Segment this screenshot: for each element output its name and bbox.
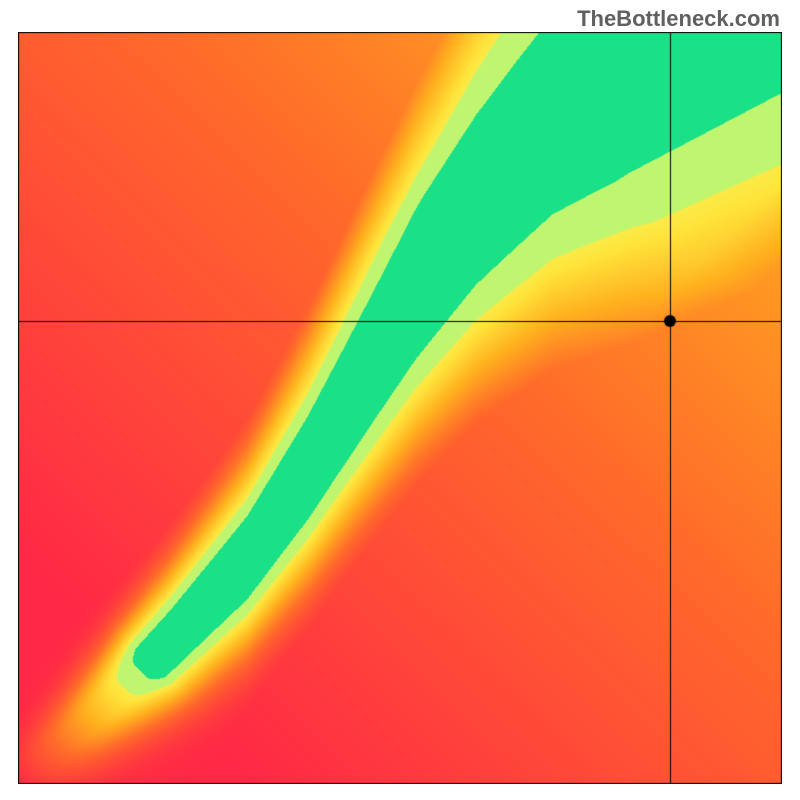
watermark-text: TheBottleneck.com <box>577 6 780 32</box>
heatmap-canvas <box>18 32 782 784</box>
bottleneck-heatmap <box>18 32 782 784</box>
